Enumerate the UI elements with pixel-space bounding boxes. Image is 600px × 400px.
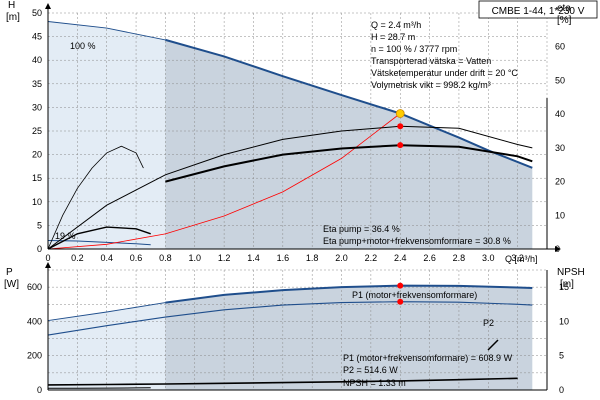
duty-info-temperature: Vätsketemperatur under drift = 20 °C	[371, 68, 518, 78]
product-label-box	[478, 0, 598, 19]
duty-point-p1	[397, 282, 404, 289]
p-operating-region	[48, 285, 533, 390]
h-tick-label: 45	[32, 32, 42, 42]
x-tick-label: 3.2	[511, 253, 524, 263]
x-tick-label: 1.8	[306, 253, 319, 263]
duty-point-p2	[397, 298, 404, 305]
duty-info-liquid: Transporterad vätska = Vatten	[371, 56, 491, 66]
eta-axis-title: eta	[557, 3, 571, 14]
npsh-info: NPSH = 1.33 m	[343, 378, 406, 388]
h-tick-label: 50	[32, 8, 42, 18]
eta-tick-label: 60	[555, 42, 565, 52]
eta-axis-unit: [%]	[557, 15, 572, 26]
axes: 0 0.2 0.4 0.6 0.8 1.0 1.2 1.4 1.6 1.8 2.0 2.2 2.4 2.6…	[27, 3, 569, 395]
h-operating-region	[48, 21, 533, 249]
p2-curve-label: P2	[483, 318, 494, 328]
npsh-tick-label: 10	[559, 316, 569, 326]
p1-leader-line	[487, 339, 499, 351]
eta-pump-curve	[47, 125, 533, 250]
eta-pump-min-speed-curve	[47, 145, 144, 250]
p-tick-label: 400	[27, 316, 42, 326]
x-axis-arrow	[555, 246, 561, 252]
h-tick-label: 35	[32, 79, 42, 89]
p-axis-title: P	[6, 267, 13, 278]
eta-tick-label: 10	[555, 210, 565, 220]
x-axis-label: Q [m³/h]	[505, 254, 538, 264]
eta-tick-label: 50	[555, 75, 565, 85]
npsh-tick-label: 5	[559, 351, 564, 361]
h-curve-max-low-flow	[47, 21, 166, 41]
x-tick-label: 1.0	[189, 253, 202, 263]
h-tick-label: 15	[32, 173, 42, 183]
h-tick-label: 25	[32, 126, 42, 136]
x-tick-label: 2.4	[394, 253, 407, 263]
p-tick-label: 200	[27, 351, 42, 361]
p1-info: P1 (motor+frekvensomformare) = 608.9 W	[343, 353, 513, 363]
npsh-axis-title: NPSH	[557, 267, 585, 278]
p1-curve	[165, 284, 533, 304]
eta-tick-label: 20	[555, 177, 565, 187]
h-curve-max	[165, 38, 533, 169]
h-axis-title: H	[8, 0, 15, 11]
x-tick-label: 1.2	[218, 253, 231, 263]
npsh-tick-label: 15	[559, 282, 569, 292]
h-tick-label: 0	[37, 244, 42, 254]
x-tick-label: 0.6	[130, 253, 143, 263]
x-tick-label: 1.4	[247, 253, 260, 263]
npsh-curve	[47, 377, 518, 386]
duty-info-speed: n = 100 % / 3777 rpm	[371, 44, 457, 54]
eta-tick-label: 30	[555, 143, 565, 153]
speed-max-label: 100 %	[70, 41, 96, 51]
duty-point-eta-pump	[397, 123, 404, 130]
x-tick-label: 2.2	[365, 253, 378, 263]
duty-info-h: H = 28.7 m	[371, 32, 415, 42]
eta-total-info: Eta pump+motor+frekvensomformare = 30.8 …	[323, 236, 511, 246]
x-tick-label: 1.6	[277, 253, 290, 263]
x-tick-label: 0	[45, 253, 50, 263]
x-tick-label: 0.8	[159, 253, 172, 263]
duty-points	[395, 109, 405, 305]
duty-info-density: Volymetrisk vikt = 998.2 kg/m³	[371, 80, 491, 90]
h-tick-label: 5	[37, 220, 42, 230]
p-tick-label: 0	[37, 385, 42, 395]
p-axis-unit: [W]	[4, 279, 19, 290]
eta-total-curve	[165, 144, 533, 183]
x-tick-label: 2.8	[453, 253, 466, 263]
p1-curve-label: P1 (motor+frekvensomformare)	[352, 290, 477, 300]
product-label: CMBE 1-44, 1*230 V	[492, 6, 585, 17]
speed-min-label: 19 %	[55, 231, 76, 241]
x-tick-label: 2.0	[335, 253, 348, 263]
h-tick-label: 10	[32, 197, 42, 207]
curves	[47, 21, 533, 389]
system-curve	[47, 113, 401, 250]
duty-info-q: Q = 2.4 m³/h	[371, 20, 421, 30]
eta-total-min-speed-curve	[47, 226, 151, 250]
h-axis-unit: [m]	[6, 12, 20, 23]
p-tick-label: 600	[27, 282, 42, 292]
p-axis-arrow	[45, 262, 51, 268]
p2-curve	[47, 301, 533, 336]
x-tick-label: 3.0	[482, 253, 495, 263]
x-tick-label: 0.4	[100, 253, 113, 263]
npsh-min-speed-curve	[47, 387, 151, 389]
h-tick-label: 30	[32, 102, 42, 112]
npsh-axis-unit: [m]	[560, 279, 574, 290]
duty-point-h	[395, 109, 405, 118]
duty-point-eta-total	[397, 142, 404, 149]
x-tick-label: 2.6	[423, 253, 436, 263]
eta-tick-label: 40	[555, 109, 565, 119]
h-axis-arrow	[45, 3, 51, 9]
p2-info: P2 = 514.6 W	[343, 365, 398, 375]
npsh-tick-label: 0	[559, 385, 564, 395]
h-curve-min	[47, 240, 151, 246]
p1-curve-low-flow	[47, 302, 166, 322]
x-tick-label: 0.2	[71, 253, 84, 263]
h-tick-label: 40	[32, 55, 42, 65]
h-tick-label: 20	[32, 150, 42, 160]
eta-pump-info: Eta pump = 36.4 %	[323, 224, 400, 234]
eta-tick-label: 0	[555, 244, 560, 254]
